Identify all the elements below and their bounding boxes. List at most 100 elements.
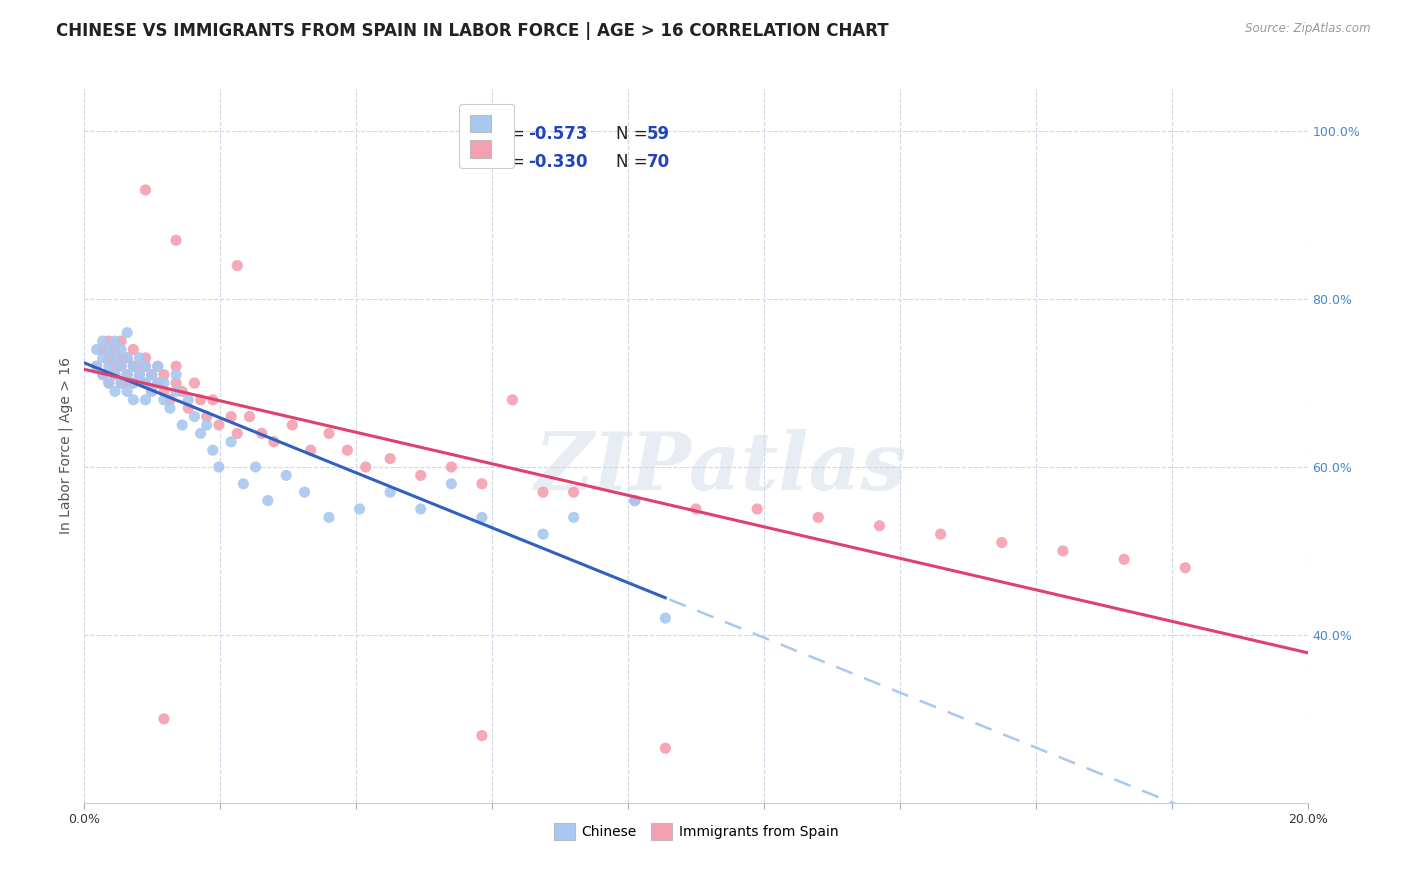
Point	[115, 368, 138, 382]
Point	[190, 392, 212, 407]
Point	[115, 351, 138, 365]
Point	[1174, 560, 1197, 574]
Point	[380, 451, 402, 466]
Point	[226, 426, 249, 441]
Point	[257, 493, 280, 508]
Point	[146, 359, 169, 374]
Point	[195, 417, 218, 432]
Point	[97, 376, 120, 390]
Point	[97, 334, 120, 348]
Point	[135, 392, 157, 407]
Point	[146, 376, 169, 390]
Point	[165, 359, 187, 374]
Point	[177, 401, 200, 416]
Point	[86, 359, 108, 374]
Point	[471, 729, 494, 743]
Text: -0.330: -0.330	[529, 153, 588, 171]
Point	[110, 351, 132, 365]
Point	[104, 368, 127, 382]
Point	[685, 502, 707, 516]
Point	[219, 409, 242, 424]
Point	[1114, 552, 1136, 566]
Text: ZIPatlas: ZIPatlas	[534, 429, 907, 506]
Point	[128, 359, 150, 374]
Point	[747, 502, 769, 516]
Point	[159, 401, 181, 416]
Point	[97, 359, 120, 374]
Point	[165, 376, 187, 390]
Point	[183, 376, 205, 390]
Point	[141, 368, 163, 382]
Point	[141, 384, 163, 399]
Point	[115, 368, 138, 382]
Point	[562, 510, 585, 524]
Point	[165, 368, 187, 382]
Point	[165, 384, 187, 399]
Point	[318, 510, 340, 524]
Point	[219, 434, 242, 449]
Point	[135, 359, 157, 374]
Point	[153, 392, 176, 407]
Point	[135, 351, 157, 365]
Point	[146, 359, 169, 374]
Point	[245, 460, 267, 475]
Point	[115, 384, 138, 399]
Point	[110, 359, 132, 374]
Point	[104, 334, 127, 348]
Point	[122, 376, 145, 390]
Point	[91, 334, 114, 348]
Point	[110, 359, 132, 374]
Point	[115, 351, 138, 365]
Text: N =: N =	[616, 125, 654, 143]
Point	[226, 259, 249, 273]
Point	[232, 476, 254, 491]
Point	[380, 485, 402, 500]
Point	[654, 741, 676, 756]
Point	[624, 493, 647, 508]
Point	[135, 183, 157, 197]
Point	[91, 368, 114, 382]
Point	[141, 384, 163, 399]
Text: -0.573: -0.573	[529, 125, 588, 143]
Point	[110, 376, 132, 390]
Point	[869, 518, 891, 533]
Point	[336, 443, 359, 458]
Point	[128, 368, 150, 382]
Point	[128, 368, 150, 382]
Point	[91, 343, 114, 357]
Legend: Chinese, Immigrants from Spain: Chinese, Immigrants from Spain	[548, 818, 844, 846]
Point	[172, 417, 194, 432]
Point	[104, 351, 127, 365]
Point	[318, 426, 340, 441]
Point	[562, 485, 585, 500]
Point	[110, 376, 132, 390]
Point	[128, 351, 150, 365]
Text: 59: 59	[647, 125, 671, 143]
Point	[531, 527, 554, 541]
Point	[97, 351, 120, 365]
Point	[929, 527, 952, 541]
Point	[135, 376, 157, 390]
Point	[208, 417, 231, 432]
Text: R =: R =	[494, 153, 530, 171]
Point	[1052, 544, 1074, 558]
Point	[141, 368, 163, 382]
Point	[122, 376, 145, 390]
Point	[135, 359, 157, 374]
Point	[409, 468, 432, 483]
Point	[104, 384, 127, 399]
Point	[91, 351, 114, 365]
Y-axis label: In Labor Force | Age > 16: In Labor Force | Age > 16	[59, 358, 73, 534]
Text: Source: ZipAtlas.com: Source: ZipAtlas.com	[1246, 22, 1371, 36]
Point	[263, 434, 285, 449]
Point	[115, 376, 138, 390]
Point	[104, 359, 127, 374]
Text: R =: R =	[494, 125, 530, 143]
Point	[991, 535, 1014, 549]
Point	[183, 409, 205, 424]
Text: 70: 70	[647, 153, 671, 171]
Point	[654, 611, 676, 625]
Point	[159, 392, 181, 407]
Point	[502, 392, 524, 407]
Point	[440, 476, 463, 491]
